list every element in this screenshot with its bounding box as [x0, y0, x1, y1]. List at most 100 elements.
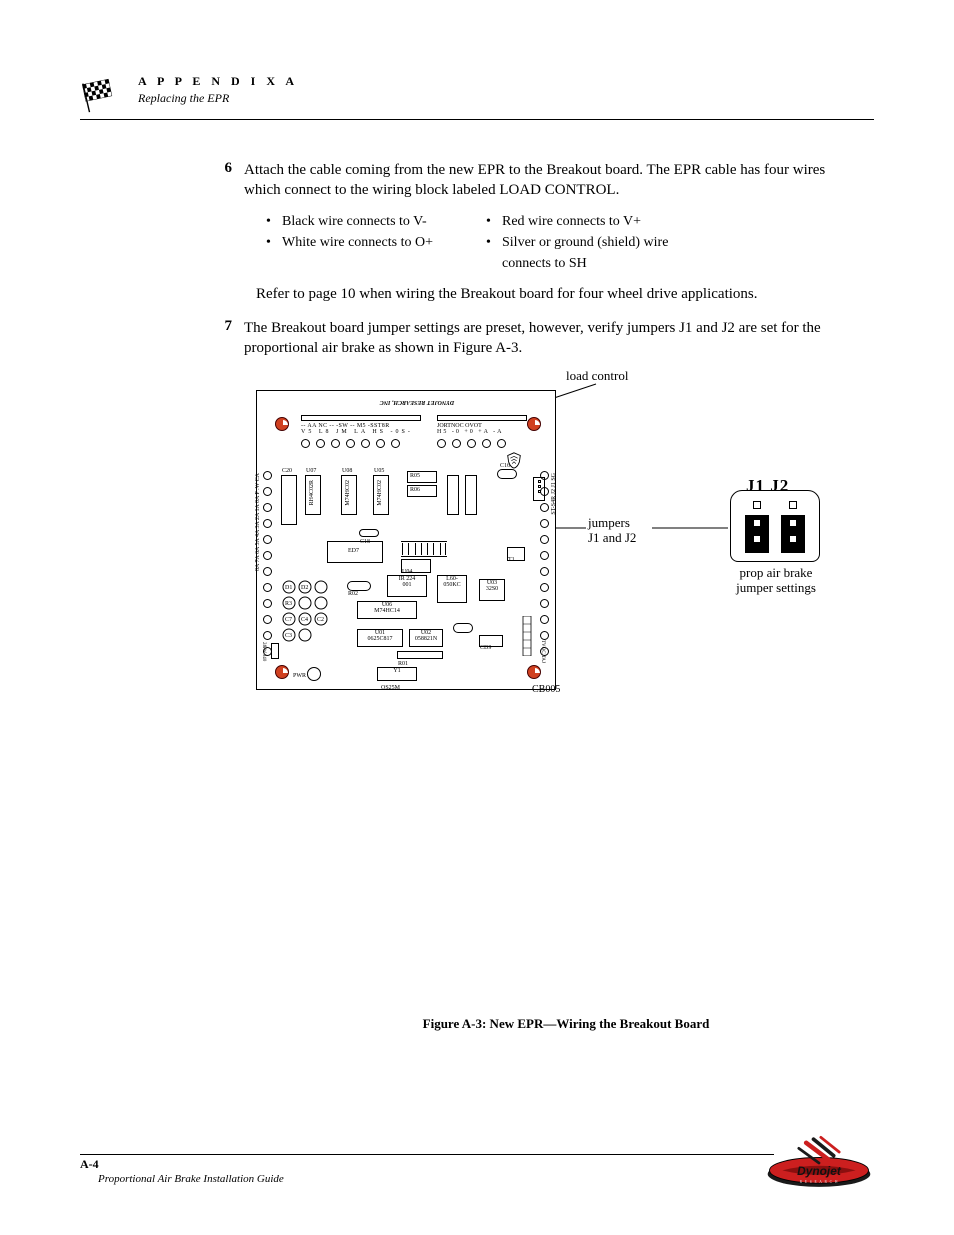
ic-u08: M74HC02U08 [341, 475, 357, 515]
page-number: A-4 [80, 1157, 99, 1171]
svg-text:D2: D2 [301, 585, 308, 591]
ic-r02: R02 [347, 581, 371, 591]
callout-jumpers-line2: J1 and J2 [588, 530, 636, 545]
dynojet-logo-icon: Dynojet R E S E A R C H [764, 1135, 874, 1191]
board-jumper-j1j2 [533, 477, 545, 501]
pwr-label: PWR [293, 673, 306, 679]
pwr-led-icon [307, 667, 321, 681]
page-header: A P P E N D I X A Replacing the EPR [80, 70, 874, 120]
ic-vert2 [465, 475, 477, 515]
page: A P P E N D I X A Replacing the EPR 6 At… [0, 0, 954, 1235]
figure-caption: Figure A-3: New EPR—Wiring the Breakout … [256, 1016, 876, 1032]
breakout-board-diagram: DYNOJET RESEARCH, INC -- AA NC -- -SW --… [256, 390, 556, 690]
label-j1j2: J1 J2 [746, 476, 789, 496]
mounting-hole-icon [275, 665, 289, 679]
callout-prop-line2: jumper settings [736, 580, 816, 595]
jumper-pin-open [789, 501, 797, 509]
header-text-block: A P P E N D I X A Replacing the EPR [138, 74, 298, 106]
bl-block [271, 643, 279, 659]
ic-u07: RH4C02RU07 [305, 475, 321, 515]
ic-u02: U02058821N [409, 629, 443, 647]
svg-text:C7: C7 [285, 617, 292, 623]
figure-a3: load control DYNOJET RESEARCH, INC [256, 368, 876, 1032]
ic-ir224: IR 224001 [387, 575, 427, 597]
trace-right [521, 616, 533, 661]
loadcontrol-silkscreen: JORTNOC OVOT H5 -0 +0 +A -A [437, 423, 503, 435]
jumper-j1-closed [745, 515, 769, 553]
wire-connections-grid: Black wire connects to V- White wire con… [266, 211, 864, 274]
callout-jumpers: jumpers J1 and J2 [588, 516, 636, 546]
callout-prop-line1: prop air brake [740, 565, 813, 580]
ic-r06: R06 [407, 485, 437, 497]
svg-text:R E S E A R C H: R E S E A R C H [800, 1180, 839, 1184]
osc-y1: Y1 [377, 667, 417, 681]
label-cb005: CB005 [532, 684, 560, 695]
ic-u01: U010625C817 [357, 629, 403, 647]
jumper-pin-open [753, 501, 761, 509]
ic-ed7: ED7 [327, 541, 383, 563]
callout-jumpers-line1: jumpers [588, 515, 630, 530]
wire-column-left: Black wire connects to V- White wire con… [266, 211, 486, 274]
board-silkscreen-top: DYNOJET RESEARCH, INC [307, 399, 527, 405]
guide-title: Proportional Air Brake Installation Guid… [98, 1173, 284, 1185]
terminal-block-rs485 [301, 415, 421, 421]
ic-r01: R01 [397, 651, 443, 659]
wire-silver: Silver or ground (shield) wire connects … [486, 232, 706, 274]
tvoc-label: TVOC TAJ [540, 640, 545, 663]
loadcontrol-holes [437, 439, 506, 448]
ic-r05: R05 [407, 471, 437, 483]
jumper-j2-closed [781, 515, 805, 553]
ic-m74hc14: U06M74HC14 [357, 601, 417, 619]
jumper-detail-box [730, 490, 820, 562]
mounting-hole-icon [527, 417, 541, 431]
page-footer: A-4 Proportional Air Brake Installation … [80, 1155, 874, 1185]
checkered-flag-icon [80, 76, 118, 114]
svg-text:D1: D1 [285, 585, 292, 591]
right-edge-labels: ST-S4R J2 J1 SG [551, 473, 557, 515]
terminal-block-loadcontrol [437, 415, 527, 421]
ic-t1: T1 [507, 547, 525, 561]
svg-text:C3: C3 [285, 633, 292, 639]
mounting-hole-icon [275, 417, 289, 431]
mounting-hole-icon [527, 665, 541, 679]
svg-text:R3: R3 [285, 601, 292, 607]
ic-u03: U0332S0 [479, 579, 505, 601]
footer-left: A-4 Proportional Air Brake Installation … [80, 1155, 284, 1185]
step-6-number: 6 [220, 160, 244, 201]
step-7: 7 The Breakout board jumper settings are… [220, 318, 864, 359]
rs485-silkscreen: -- AA NC -- -SW -- M5 -SST8R V5 L8 JM LA… [301, 423, 413, 435]
rs485-holes [301, 439, 400, 448]
step-6: 6 Attach the cable coming from the new E… [220, 160, 864, 201]
appendix-label: A P P E N D I X A [138, 74, 298, 89]
left-edge-labels: 8A 7A 6A 5A 4A 3A 2A 1A 0A P .W CA [255, 473, 261, 571]
ic-c18: C18 [359, 529, 379, 537]
logo-text: Dynojet [797, 1164, 842, 1178]
bl-label: 2&W J40 [261, 642, 266, 661]
step-7-text: The Breakout board jumper settings are p… [244, 318, 864, 359]
ic-vert1 [447, 475, 459, 515]
left-edge-holes [263, 471, 272, 656]
ic-c16: C16 [497, 469, 517, 479]
refer-text: Refer to page 10 when wiring the Breakou… [256, 284, 816, 304]
step-6-text: Attach the cable coming from the new EPR… [244, 160, 864, 201]
svg-text:C4: C4 [301, 617, 308, 623]
ic-c20: C20 [281, 475, 297, 525]
wire-black: Black wire connects to V- [266, 211, 486, 232]
ic-l60: L60-050KC [437, 575, 467, 603]
wire-red: Red wire connects to V+ [486, 211, 706, 232]
ic-cd9: CD9 [479, 635, 503, 647]
wire-white: White wire connects to O+ [266, 232, 486, 253]
osc-label: OS25M [381, 685, 400, 691]
wire-column-right: Red wire connects to V+ Silver or ground… [486, 211, 706, 274]
left-cluster-1: D1 D2 R3 C7 C4 C2 C3 [281, 579, 341, 664]
ic-u04: U04 [401, 541, 447, 577]
callout-prop-air-brake: prop air brake jumper settings [716, 566, 836, 596]
callout-load-control: load control [566, 368, 628, 384]
header-subtitle: Replacing the EPR [138, 91, 298, 106]
board-brand: DYNOJET RESEARCH, INC [307, 399, 527, 405]
ic-u05: M74HC02U05 [373, 475, 389, 515]
ic-c10 [453, 623, 473, 633]
content-area: 6 Attach the cable coming from the new E… [220, 160, 864, 1032]
svg-text:C2: C2 [317, 617, 324, 623]
step-7-number: 7 [220, 318, 244, 359]
